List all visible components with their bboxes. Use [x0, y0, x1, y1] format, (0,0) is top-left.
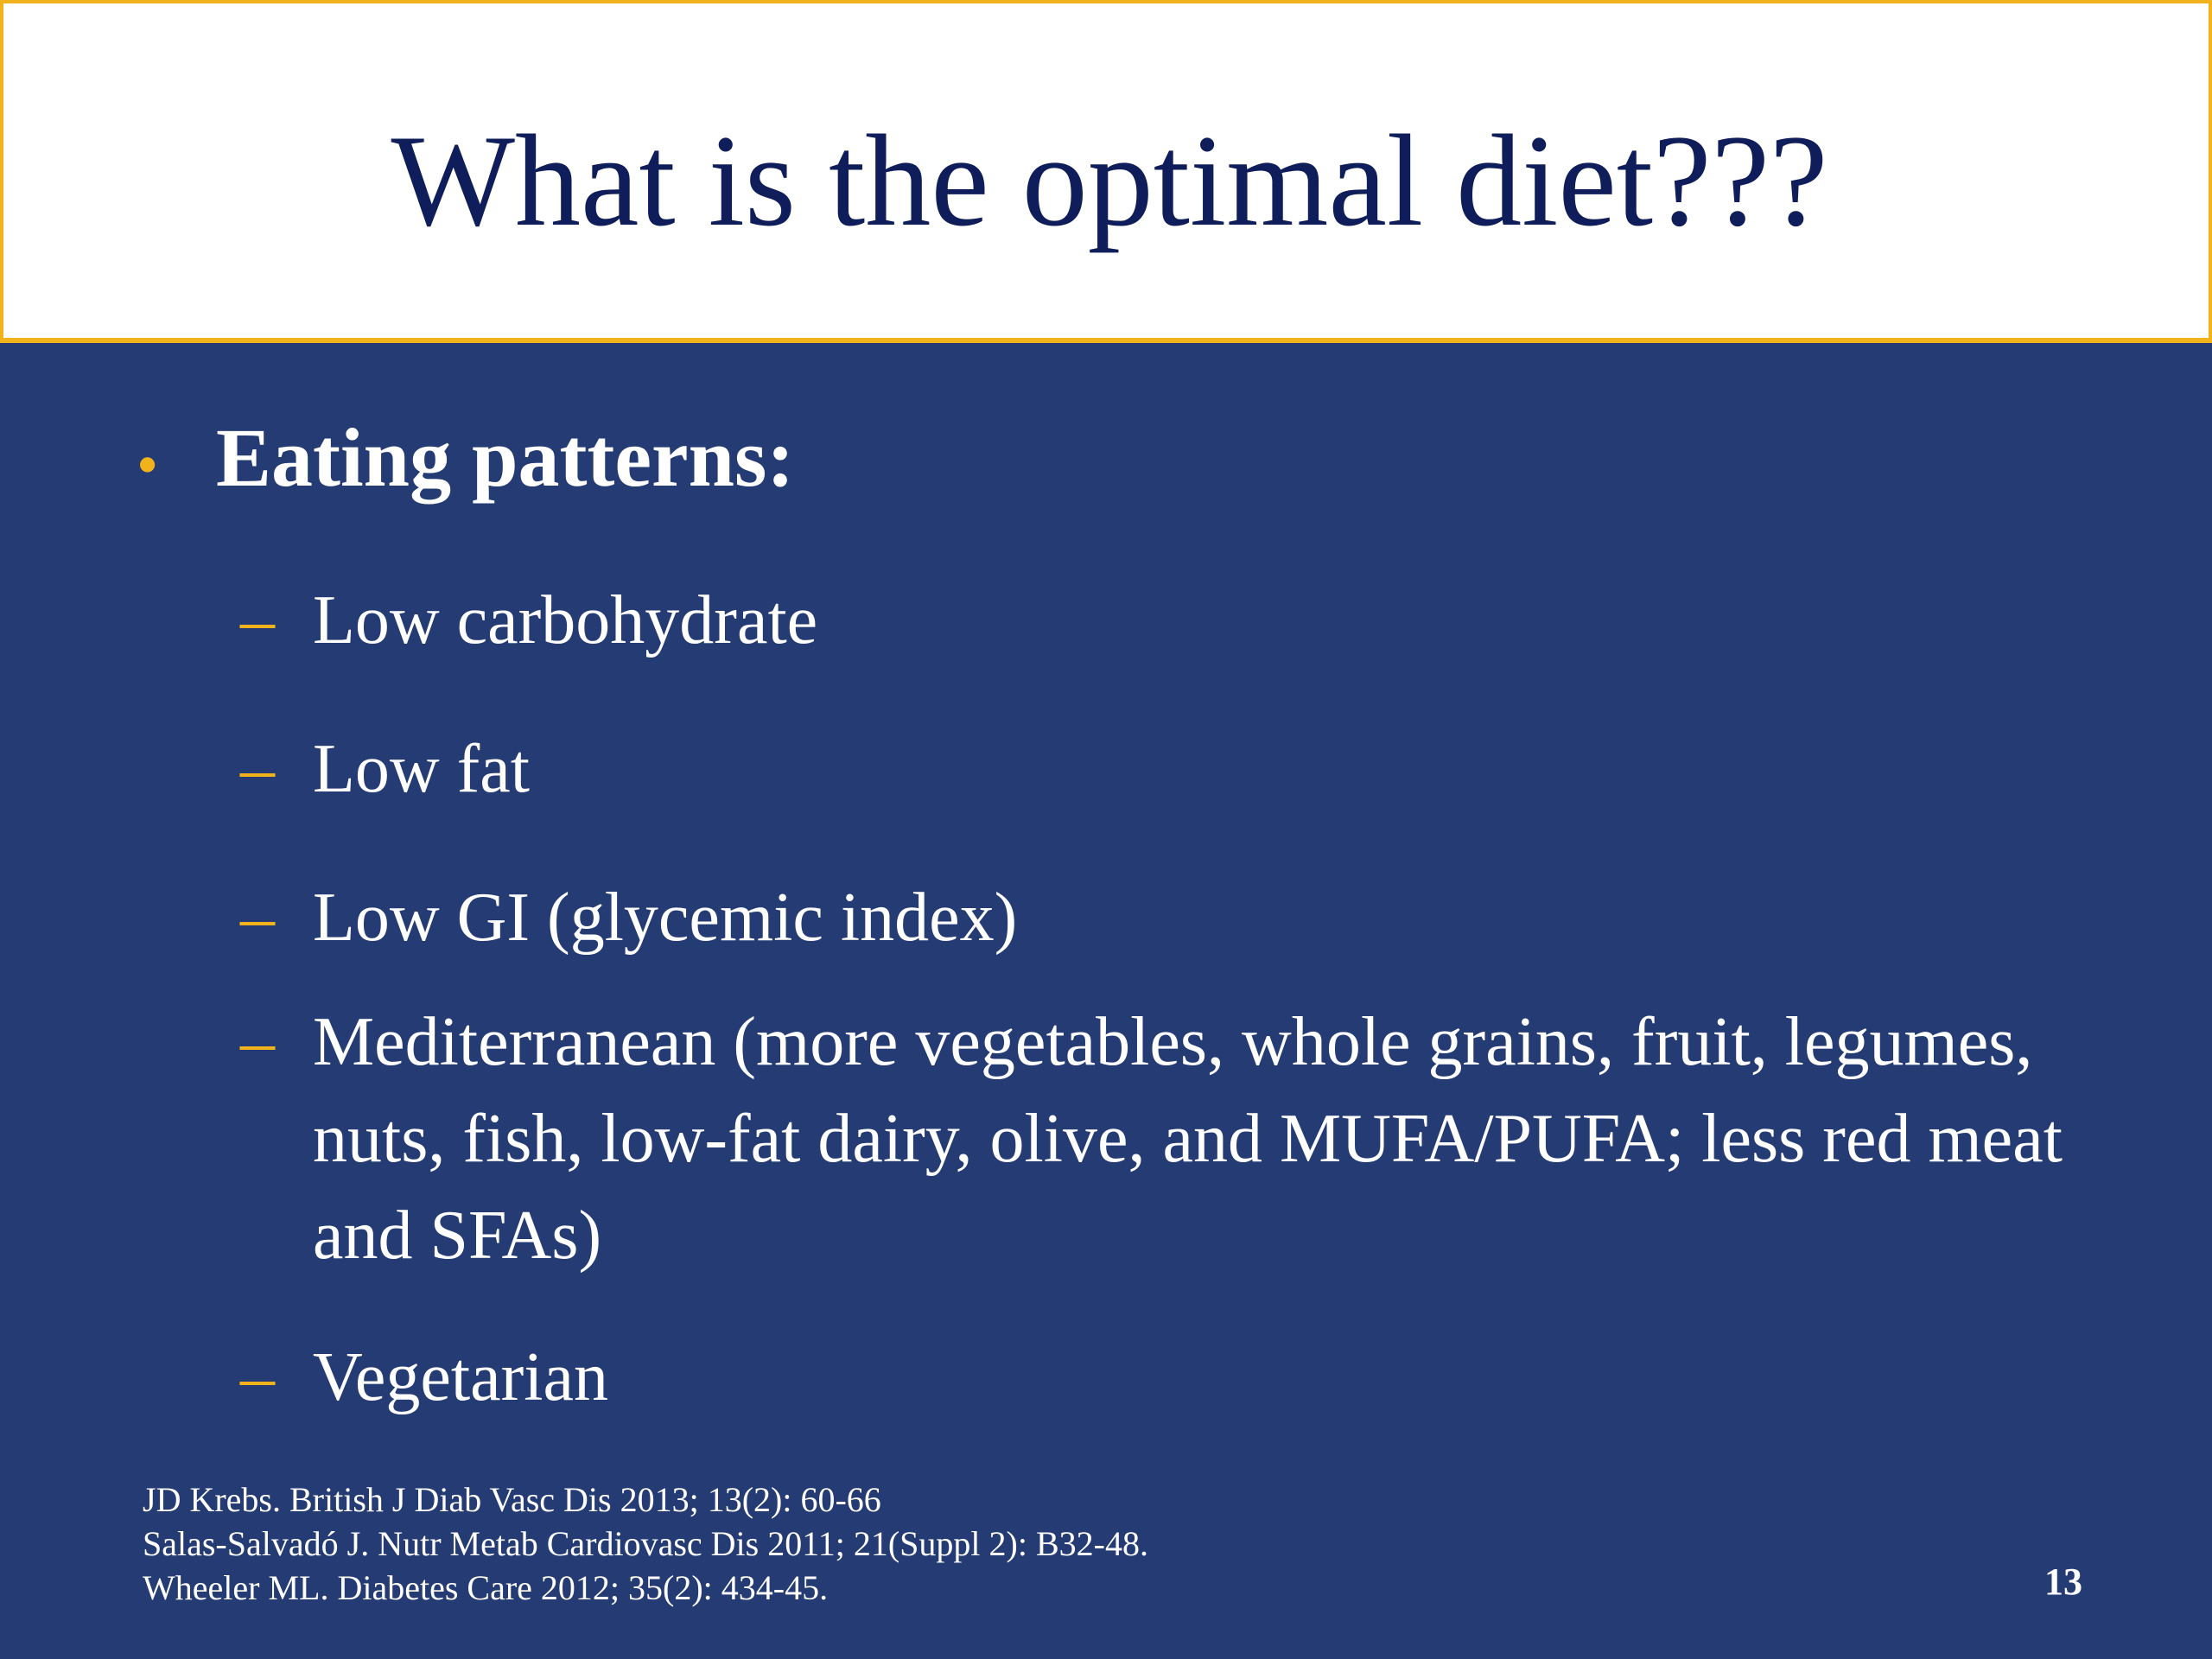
reference-line: Salas-Salvadó J. Nutr Metab Cardiovasc D… [143, 1524, 1148, 1563]
dash-bullet-icon: – [240, 1339, 275, 1415]
sub-bullet-text: Low carbohydrate [313, 582, 818, 658]
dash-bullet-icon: – [240, 731, 275, 807]
reference-line: Wheeler ML. Diabetes Care 2012; 35(2): 4… [143, 1568, 829, 1607]
dash-bullet-icon: – [240, 1004, 275, 1080]
sub-bullet-text: Low fat [313, 731, 531, 807]
sub-bullet-text: Vegetarian [313, 1339, 609, 1415]
reference-line: JD Krebs. British J Diab Vasc Dis 2013; … [143, 1480, 881, 1519]
references: JD Krebs. British J Diab Vasc Dis 2013; … [143, 1478, 1148, 1610]
main-bullet-text: Eating patterns: [216, 411, 795, 504]
sub-bullet-text: Low GI (glycemic index) [313, 880, 1018, 956]
dash-bullet-icon: – [240, 880, 275, 956]
sub-bullet-text: Mediterranean (more vegetables, whole gr… [313, 1004, 2063, 1274]
bullet-dot-icon: • [137, 430, 159, 499]
title-band: What is the optimal diet??? [0, 0, 2212, 343]
dash-bullet-icon: – [240, 582, 275, 658]
slide-title: What is the optimal diet??? [391, 108, 1828, 253]
page-number: 13 [2044, 1560, 2082, 1603]
